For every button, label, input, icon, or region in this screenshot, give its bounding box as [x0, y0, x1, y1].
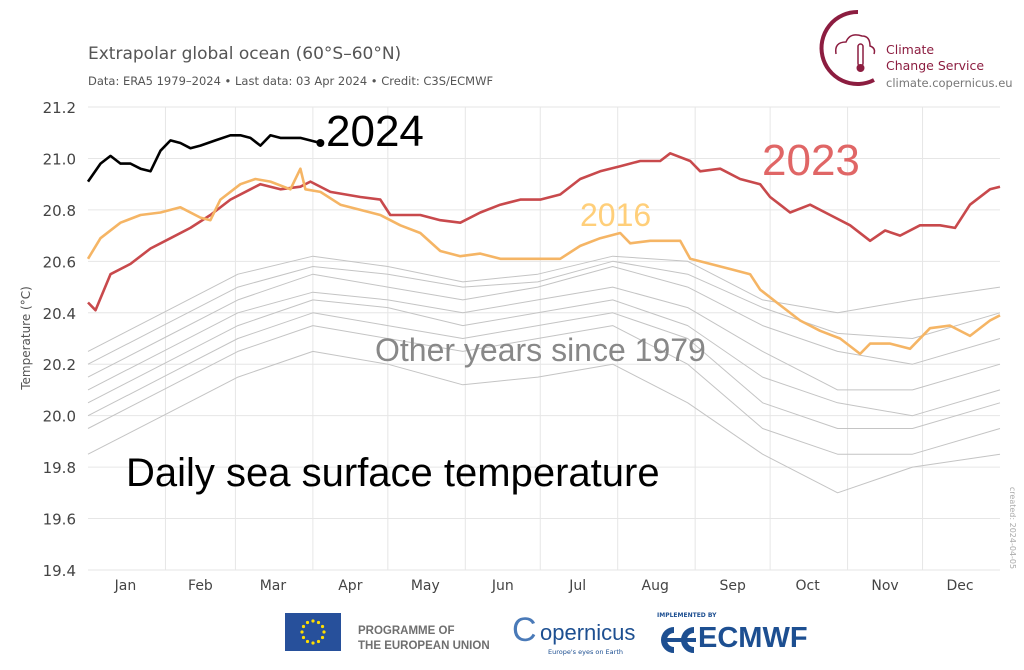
created-date: created: 2024-04-05: [1008, 487, 1017, 569]
y-tick-label: 20.8: [43, 202, 76, 220]
x-tick-label: Feb: [188, 578, 213, 594]
footer-logos: PROGRAMME OF THE EUROPEAN UNION C opernic…: [0, 610, 1024, 660]
chart-subtitle: Data: ERA5 1979–2024 • Last data: 03 Apr…: [88, 74, 494, 88]
series-line-other-year: [87, 266, 1001, 378]
x-tick-label: Jan: [114, 578, 137, 594]
line-chart: 19.4 19.6 19.8 20.0 20.2 20.4 20.6 20.8 21.0 21.2…: [19, 99, 1017, 594]
eu-star-icon: [320, 635, 325, 640]
series-line-other-year: [87, 312, 1001, 429]
y-tick-label: 20.4: [43, 305, 76, 323]
series-line-other-year: [87, 350, 1001, 494]
eu-line1: PROGRAMME OF: [358, 625, 455, 637]
x-tick-label: May: [411, 578, 440, 594]
chart-title: Extrapolar global ocean (60°S–60°N): [88, 44, 402, 64]
copernicus-word: opernicus: [540, 620, 636, 645]
series-line-other-year: [87, 260, 1001, 365]
copernicus-tagline: Europe's eyes on Earth: [548, 648, 623, 656]
y-tick-label: 19.6: [43, 511, 76, 529]
x-tick-label: Aug: [642, 578, 669, 594]
y-tick-label: 19.4: [43, 562, 76, 580]
x-axis-ticks: Jan Feb Mar Apr May Jun Jul Aug Sep Oct Nov Dec: [114, 578, 974, 594]
label-main: Daily sea surface temperature: [126, 451, 660, 495]
series-line-other-year: [87, 286, 1001, 391]
eu-star-icon: [301, 635, 306, 640]
series-line-2024: [86, 134, 321, 183]
thermometer-cloud-icon: [819, 9, 876, 86]
eu-star-icon: [322, 630, 326, 634]
x-tick-label: Apr: [338, 578, 362, 594]
y-axis-ticks: 19.4 19.6 19.8 20.0 20.2 20.4 20.6 20.8 21.0 21.2: [43, 99, 76, 580]
label-2024: 2024: [326, 107, 424, 156]
series-lines: [86, 134, 1001, 494]
x-tick-label: Mar: [260, 578, 287, 594]
series-line-2023: [87, 152, 1001, 312]
y-axis-label: Temperature (°C): [19, 286, 33, 391]
x-tick-label: Nov: [871, 578, 898, 594]
eu-star-icon: [316, 639, 321, 644]
eu-star-icon: [305, 639, 310, 644]
x-tick-label: Sep: [719, 578, 746, 594]
copernicus-logo: C opernicus Europe's eyes on Earth: [512, 611, 637, 658]
y-tick-label: 20.0: [43, 408, 76, 426]
y-tick-label: 19.8: [43, 459, 76, 477]
eu-star-icon: [305, 620, 310, 625]
ecmwf-implemented-by: IMPLEMENTED BY: [657, 612, 717, 619]
eu-flag-icon: [285, 613, 341, 651]
x-tick-label: Dec: [946, 578, 973, 594]
eu-star-icon: [300, 630, 304, 634]
label-other-years: Other years since 1979: [375, 332, 706, 368]
copernicus-c: C: [512, 611, 537, 649]
y-tick-label: 20.2: [43, 356, 76, 374]
x-tick-label: Jun: [491, 578, 514, 594]
logo-line2: Change Service: [886, 58, 985, 73]
c3s-logo: Climate Change Service climate.copernicus…: [818, 8, 1018, 90]
y-tick-label: 21.2: [43, 99, 76, 117]
eu-star-icon: [301, 624, 306, 629]
label-2016: 2016: [580, 197, 651, 233]
eu-star-icon: [311, 641, 315, 645]
y-tick-label: 20.6: [43, 253, 76, 271]
ecmwf-word: ECMWF: [698, 622, 808, 654]
label-2023: 2023: [762, 136, 860, 185]
ecmwf-swirl-icon: [661, 627, 696, 653]
x-tick-label: Oct: [795, 578, 820, 594]
y-tick-label: 21.0: [43, 150, 76, 168]
eu-star-icon: [320, 624, 325, 629]
last-data-point-2024: [316, 139, 325, 148]
ecmwf-logo: IMPLEMENTED BY ECMWF: [650, 612, 820, 658]
series-line-other-year: [87, 325, 1001, 455]
eu-star-icon: [311, 619, 315, 623]
eu-star-icon: [316, 620, 321, 625]
x-tick-label: Jul: [568, 578, 586, 594]
series-line-other-year: [87, 255, 1001, 352]
series-line-2016: [86, 167, 1001, 356]
logo-url: climate.copernicus.eu: [886, 76, 1013, 90]
eu-line2: THE EUROPEAN UNION: [358, 640, 490, 652]
series-line-other-year: [87, 299, 1001, 417]
logo-line1: Climate: [886, 42, 935, 57]
